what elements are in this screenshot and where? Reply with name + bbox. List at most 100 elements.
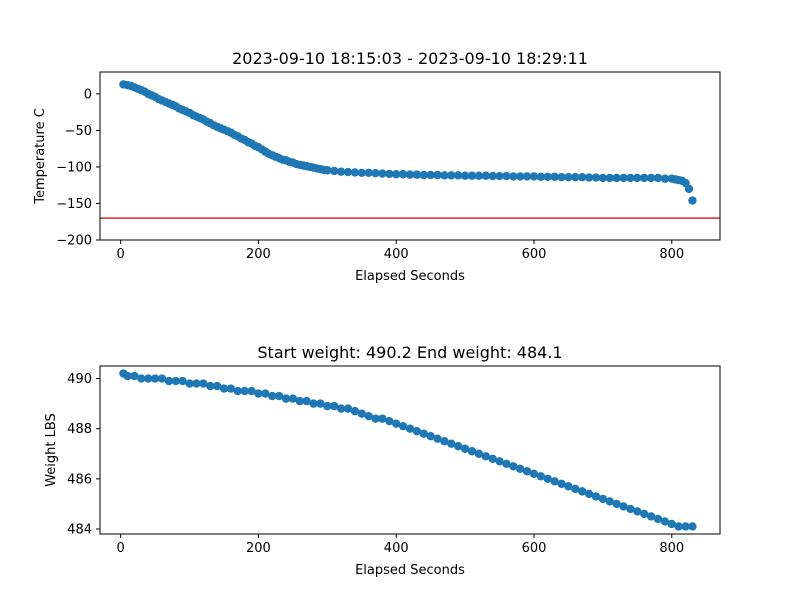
temperature-plot-frame bbox=[99, 71, 721, 241]
weight-data-point bbox=[660, 517, 670, 526]
weight-data-point bbox=[433, 434, 442, 443]
temperature-data-point bbox=[543, 172, 552, 182]
temperature-data-point bbox=[336, 167, 346, 176]
weight-y-tick-label: 486 bbox=[67, 472, 92, 487]
weight-data-point bbox=[536, 472, 546, 481]
temperature-data-point bbox=[598, 173, 608, 183]
weight-data-point bbox=[378, 414, 387, 423]
temperature-x-tick-label: 400 bbox=[384, 247, 409, 262]
weight-data-point bbox=[495, 457, 504, 466]
temperature-y-axis-label: Temperature C bbox=[33, 108, 48, 205]
temperature-data-point bbox=[591, 173, 601, 182]
weight-data-point bbox=[688, 522, 697, 531]
weight-data-point bbox=[385, 416, 394, 426]
weight-data-point bbox=[309, 399, 318, 408]
temperature-data-point bbox=[481, 171, 490, 180]
weight-data-point bbox=[522, 467, 532, 476]
weight-data-point bbox=[268, 391, 277, 401]
temperature-data-point bbox=[419, 170, 428, 180]
weight-data-point bbox=[295, 396, 304, 406]
temperature-data-point bbox=[640, 173, 649, 183]
temperature-data-point bbox=[688, 196, 697, 205]
weight-data-point bbox=[185, 379, 194, 388]
temperature-data-point bbox=[684, 184, 694, 194]
temperature-marks bbox=[100, 80, 720, 219]
weight-data-point bbox=[281, 394, 291, 403]
weight-data-point bbox=[412, 426, 422, 436]
weight-data-point bbox=[240, 386, 249, 396]
weight-data-point bbox=[288, 394, 298, 403]
temperature-data-point bbox=[364, 168, 373, 177]
weight-data-point bbox=[674, 522, 683, 531]
weight-data-point bbox=[578, 487, 587, 496]
weight-data-point bbox=[481, 452, 490, 461]
temperature-y-tick-label: −50 bbox=[65, 124, 92, 139]
weight-data-point bbox=[557, 479, 566, 489]
temperature-data-point bbox=[633, 173, 642, 183]
temperature-y-tick-label: −100 bbox=[56, 160, 92, 175]
temperature-data-point bbox=[392, 170, 401, 179]
temperature-x-tick-label: 800 bbox=[659, 247, 684, 262]
temperature-panel: 2023-09-10 18:15:03 - 2023-09-10 18:29:1… bbox=[33, 49, 721, 284]
weight-chart-title: Start weight: 490.2 End weight: 484.1 bbox=[257, 343, 562, 362]
temperature-chart-title: 2023-09-10 18:15:03 - 2023-09-10 18:29:1… bbox=[232, 49, 588, 68]
weight-data-point bbox=[137, 374, 146, 383]
weight-data-point bbox=[509, 462, 518, 471]
temperature-data-point bbox=[447, 171, 456, 180]
temperature-y-tick-label: −200 bbox=[56, 234, 92, 249]
weight-marks bbox=[119, 369, 697, 531]
weight-data-point bbox=[474, 449, 484, 458]
temperature-data-point bbox=[578, 172, 587, 182]
weight-data-point bbox=[199, 379, 208, 388]
weight-data-point bbox=[192, 379, 201, 388]
weight-axis-ticks: 0 200 400 600 800 484 486 488 490 bbox=[67, 372, 684, 556]
weight-data-point bbox=[357, 409, 366, 418]
temperature-data-point bbox=[474, 171, 484, 180]
weight-data-point bbox=[564, 482, 573, 491]
weight-data-point bbox=[516, 464, 525, 474]
weight-data-point bbox=[426, 432, 435, 441]
weight-data-point bbox=[405, 424, 415, 433]
weight-data-point bbox=[350, 406, 360, 416]
weight-data-point bbox=[330, 401, 339, 411]
weight-plot-frame bbox=[99, 365, 721, 535]
temperature-data-point bbox=[502, 171, 511, 181]
temperature-data-point bbox=[357, 168, 366, 177]
weight-data-point bbox=[392, 419, 401, 428]
temperature-data-point bbox=[454, 171, 463, 180]
weight-data-point bbox=[398, 421, 408, 431]
weight-x-tick-label: 400 bbox=[384, 541, 409, 556]
temperature-data-point bbox=[584, 173, 594, 182]
weight-data-point bbox=[454, 442, 463, 451]
weight-data-point bbox=[364, 411, 373, 421]
weight-data-point bbox=[157, 374, 167, 383]
weight-data-point bbox=[550, 477, 559, 486]
weight-y-tick-label: 490 bbox=[67, 372, 92, 387]
temperature-x-tick-label: 200 bbox=[246, 247, 271, 262]
weight-x-tick-label: 200 bbox=[246, 541, 271, 556]
weight-data-point bbox=[571, 484, 580, 494]
temperature-y-tick-label: 0 bbox=[84, 87, 92, 102]
temperature-data-point bbox=[343, 167, 353, 177]
weight-data-point bbox=[247, 386, 256, 396]
temperature-data-point bbox=[378, 169, 387, 178]
weight-data-point bbox=[598, 494, 608, 504]
temperature-data-point bbox=[488, 171, 497, 181]
weight-data-point bbox=[440, 437, 449, 446]
temperature-data-point bbox=[350, 168, 360, 177]
temperature-data-point bbox=[653, 173, 663, 183]
weight-x-tick-label: 600 bbox=[522, 541, 547, 556]
weight-data-point bbox=[206, 381, 215, 391]
temperature-data-point bbox=[440, 171, 449, 180]
weight-data-point bbox=[323, 401, 332, 411]
temperature-x-axis-label: Elapsed Seconds bbox=[355, 269, 465, 284]
temperature-data-point bbox=[619, 173, 628, 183]
temperature-data-point bbox=[626, 173, 635, 183]
weight-y-tick-label: 484 bbox=[67, 522, 92, 537]
temperature-data-point bbox=[522, 172, 532, 181]
weight-data-point bbox=[460, 444, 470, 453]
weight-data-point bbox=[130, 371, 139, 381]
weight-data-point bbox=[316, 399, 325, 408]
temperature-data-point bbox=[660, 174, 670, 183]
temperature-data-point bbox=[557, 172, 566, 182]
